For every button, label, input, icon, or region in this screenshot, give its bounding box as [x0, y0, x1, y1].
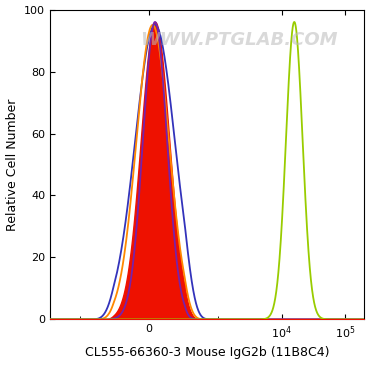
Y-axis label: Relative Cell Number: Relative Cell Number: [6, 98, 18, 231]
X-axis label: CL555-66360-3 Mouse IgG2b (11B8C4): CL555-66360-3 Mouse IgG2b (11B8C4): [85, 346, 329, 360]
Text: WWW.PTGLAB.COM: WWW.PTGLAB.COM: [140, 31, 337, 49]
